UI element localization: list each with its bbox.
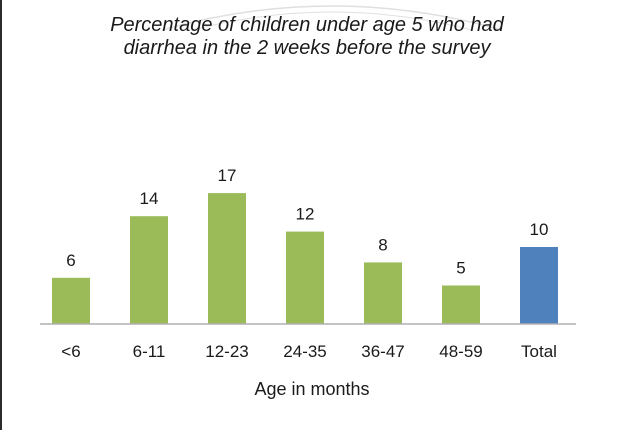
data-label-4: 8	[378, 235, 387, 254]
bar-5	[442, 285, 480, 324]
data-label-1: 14	[140, 189, 159, 208]
chart-title: Percentage of children under age 5 who h…	[110, 14, 504, 59]
data-label-6: 10	[530, 220, 549, 239]
bar-3	[286, 231, 324, 324]
bar-6	[520, 247, 558, 324]
x-tick-label-6: Total	[521, 342, 557, 361]
x-tick-label-1: 6-11	[133, 342, 166, 361]
data-label-2: 17	[218, 166, 237, 185]
x-tick-label-0: <6	[61, 342, 80, 361]
x-tick-label-3: 24-35	[283, 342, 326, 361]
bar-0	[52, 277, 90, 324]
x-tick-label-5: 48-59	[439, 342, 482, 361]
bar-2	[208, 193, 246, 324]
watermark-seal-icon	[161, 5, 503, 31]
bar-1	[130, 216, 168, 324]
bar-4	[364, 262, 402, 324]
data-label-5: 5	[456, 259, 465, 278]
x-tick-label-4: 36-47	[361, 342, 404, 361]
data-label-0: 6	[66, 251, 75, 270]
x-axis-label: Age in months	[254, 379, 370, 399]
x-tick-label-2: 12-23	[205, 342, 248, 361]
data-label-3: 12	[296, 205, 315, 224]
